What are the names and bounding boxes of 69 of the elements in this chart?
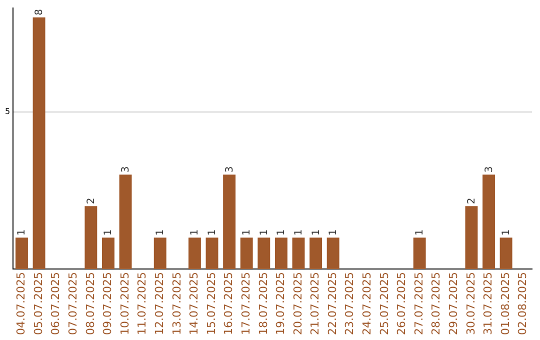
x-tick-label: 27.07.2025: [412, 272, 426, 336]
data-label: 1: [501, 229, 512, 236]
bar: [482, 174, 495, 270]
x-tick-label: 05.07.2025: [32, 272, 45, 336]
bar: [84, 206, 98, 270]
data-label: 1: [242, 229, 253, 236]
x-tick-label: 16.07.2025: [222, 272, 236, 336]
x-tick-label: 18.07.2025: [256, 272, 270, 336]
x-tick-label: 07.07.2025: [66, 272, 80, 336]
bar: [240, 238, 253, 270]
x-tick-label: 21.07.2025: [308, 272, 322, 336]
x-tick-label: 24.07.2025: [360, 272, 374, 336]
data-label: 1: [293, 229, 304, 236]
bar: [258, 238, 270, 270]
x-tick-label: 26.07.2025: [395, 272, 408, 336]
x-tick-label: 14.07.2025: [188, 272, 201, 336]
x-tick-label: 19.07.2025: [274, 272, 288, 336]
x-tick-label: 15.07.2025: [204, 272, 218, 336]
bar: [206, 238, 218, 270]
x-tick-label: 29.07.2025: [447, 272, 460, 336]
bar: [16, 238, 28, 270]
x-tick-label: 01.08.2025: [498, 272, 512, 336]
x-tick-label: 12.07.2025: [152, 272, 166, 336]
y-tick-label: 5: [4, 106, 10, 116]
x-tick-label: 06.07.2025: [49, 272, 62, 336]
x-tick-label: 02.08.2025: [516, 272, 530, 336]
x-tick-label: 13.07.2025: [170, 272, 184, 336]
bar: [188, 238, 201, 270]
bar: [223, 174, 236, 270]
data-label: 1: [207, 229, 218, 236]
data-label: 1: [276, 229, 288, 236]
data-label: 1: [328, 229, 340, 236]
data-label: 8: [34, 9, 46, 16]
bar: [274, 238, 288, 270]
data-label: 1: [310, 229, 322, 236]
x-tick-label: 11.07.2025: [136, 272, 149, 336]
x-tick-label: 23.07.2025: [343, 272, 356, 336]
bar: [413, 238, 426, 270]
x-tick-label: 22.07.2025: [326, 272, 339, 336]
bar: [326, 238, 340, 270]
bar: [102, 238, 114, 270]
x-tick-label: 31.07.2025: [482, 272, 495, 336]
x-tick-label: 04.07.2025: [14, 272, 28, 336]
bar: [310, 238, 322, 270]
bar: [154, 238, 166, 270]
x-tick-label: 17.07.2025: [239, 272, 252, 336]
bar: [32, 17, 46, 270]
bar: [119, 174, 132, 270]
x-tick-label: 28.07.2025: [430, 272, 443, 336]
x-tick-label: 25.07.2025: [378, 272, 391, 336]
data-label: 3: [120, 166, 132, 173]
x-tick-label: 30.07.2025: [464, 272, 478, 336]
bar: [500, 238, 512, 270]
x-tick-label: 09.07.2025: [101, 272, 114, 336]
x-tick-label: 20.07.2025: [291, 272, 304, 336]
data-label: 1: [258, 229, 270, 236]
data-label: 3: [224, 166, 236, 173]
data-label: 1: [414, 229, 426, 236]
data-label: 1: [155, 229, 166, 236]
x-tick-label: 10.07.2025: [118, 272, 132, 336]
data-label: 1: [190, 229, 201, 236]
x-tick-label: 08.07.2025: [84, 272, 97, 336]
bar: [465, 206, 478, 270]
data-label: 2: [466, 198, 478, 204]
data-label: 1: [16, 229, 28, 236]
data-label: 2: [86, 198, 97, 204]
bar: [292, 238, 305, 270]
data-label: 3: [484, 166, 495, 173]
data-label: 1: [103, 229, 114, 236]
